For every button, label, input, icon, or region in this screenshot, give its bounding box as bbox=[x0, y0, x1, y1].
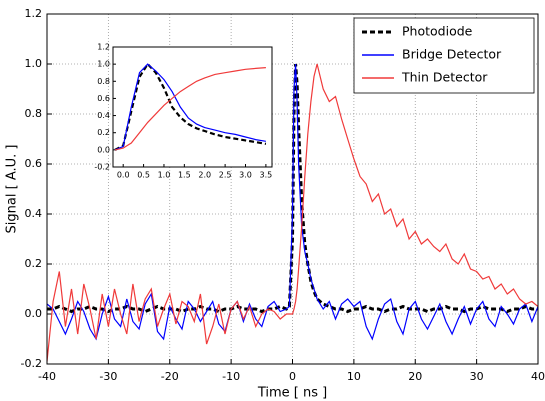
plot-frame bbox=[112, 46, 273, 168]
x-tick-label: 40 bbox=[531, 370, 545, 383]
legend-label: Bridge Detector bbox=[402, 47, 502, 62]
x-tick-label: 0.0 bbox=[117, 171, 130, 180]
legend-label: Photodiode bbox=[402, 24, 473, 39]
series-line bbox=[47, 63, 538, 341]
x-tick-label: -30 bbox=[99, 370, 117, 383]
y-tick-label: 1.0 bbox=[25, 57, 43, 70]
y-tick-label: 0.6 bbox=[97, 94, 110, 103]
y-tick-label: 0.6 bbox=[25, 157, 43, 170]
y-tick-label: 0.2 bbox=[97, 128, 110, 137]
y-tick-label: -0.2 bbox=[21, 357, 42, 370]
x-tick-label: 3.5 bbox=[260, 171, 273, 180]
series-line bbox=[47, 63, 538, 362]
series-line bbox=[114, 67, 266, 151]
y-axis-label: Signal [ A.U. ] bbox=[5, 145, 20, 234]
series-line bbox=[114, 62, 267, 151]
y-tick-label: 0.8 bbox=[25, 107, 43, 120]
x-tick-label: 0.5 bbox=[137, 171, 150, 180]
x-tick-label: 30 bbox=[470, 370, 484, 383]
y-tick-label: 1.2 bbox=[25, 7, 43, 20]
y-tick-label: -0.2 bbox=[94, 163, 110, 172]
y-tick-label: 0.0 bbox=[97, 145, 110, 154]
y-tick-label: 0.4 bbox=[25, 207, 43, 220]
x-tick-label: -10 bbox=[222, 370, 240, 383]
y-tick-label: 1.0 bbox=[97, 60, 110, 69]
y-tick-label: 1.2 bbox=[97, 43, 110, 52]
x-axis-label: Time [ ns ] bbox=[257, 386, 327, 401]
legend-label: Thin Detector bbox=[401, 70, 488, 85]
x-tick-label: 20 bbox=[408, 370, 422, 383]
y-tick-label: 0.2 bbox=[25, 257, 43, 270]
x-tick-label: 1.5 bbox=[178, 171, 191, 180]
y-tick-label: 0.8 bbox=[97, 77, 110, 86]
y-tick-label: 0.4 bbox=[97, 111, 110, 120]
x-tick-label: -40 bbox=[38, 370, 56, 383]
x-tick-label: 0 bbox=[289, 370, 296, 383]
x-tick-label: 1.0 bbox=[158, 171, 171, 180]
plot-frame bbox=[46, 13, 539, 365]
x-tick-label: -20 bbox=[161, 370, 179, 383]
series-line bbox=[114, 63, 266, 151]
y-tick-label: 0.0 bbox=[25, 307, 43, 320]
x-tick-label: 2.0 bbox=[198, 171, 211, 180]
x-tick-label: 3.0 bbox=[239, 171, 252, 180]
x-tick-label: 2.5 bbox=[219, 171, 232, 180]
plot-area bbox=[113, 47, 272, 167]
x-tick-label: 10 bbox=[347, 370, 361, 383]
